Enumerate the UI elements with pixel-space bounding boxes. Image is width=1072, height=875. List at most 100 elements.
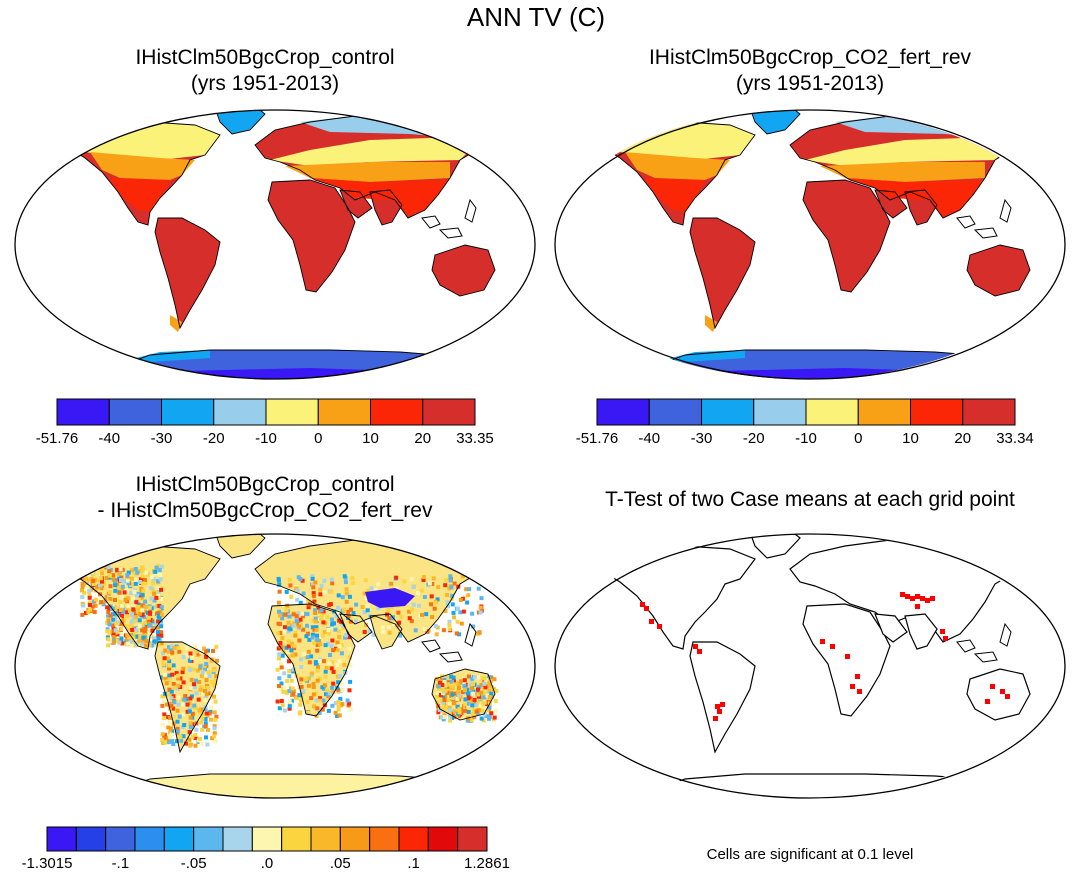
difference-cell bbox=[480, 676, 485, 681]
difference-cell bbox=[107, 639, 112, 644]
difference-cell bbox=[170, 706, 175, 711]
colorbar-swatch bbox=[805, 398, 859, 426]
difference-cell bbox=[140, 612, 145, 617]
difference-cell bbox=[180, 670, 185, 675]
difference-cell bbox=[213, 681, 218, 686]
difference-cell bbox=[348, 679, 353, 684]
colorbar-tick-label: .0 bbox=[260, 855, 274, 872]
difference-cell bbox=[159, 605, 164, 610]
difference-cell bbox=[211, 649, 215, 653]
difference-cell bbox=[372, 614, 377, 619]
difference-cell bbox=[441, 700, 446, 705]
difference-cell bbox=[316, 665, 320, 670]
difference-cell bbox=[175, 739, 179, 744]
difference-cell bbox=[134, 600, 139, 605]
difference-cell bbox=[188, 715, 193, 720]
difference-cell bbox=[287, 706, 292, 711]
map-co2-fert-rev bbox=[550, 109, 1066, 380]
difference-cell bbox=[362, 591, 367, 596]
difference-cell bbox=[437, 707, 442, 712]
difference-cell bbox=[213, 717, 218, 722]
difference-cell bbox=[280, 703, 285, 708]
difference-cell bbox=[443, 688, 448, 693]
difference-cell bbox=[199, 720, 204, 725]
difference-cell bbox=[103, 599, 108, 604]
colorbar-tick-label: -30 bbox=[690, 430, 713, 447]
difference-cell bbox=[307, 660, 312, 665]
land-antarctica bbox=[643, 773, 1018, 798]
difference-cell bbox=[156, 589, 161, 594]
difference-cell bbox=[484, 678, 489, 683]
difference-cell bbox=[460, 690, 465, 695]
difference-cell bbox=[157, 568, 162, 573]
difference-cell bbox=[452, 709, 457, 714]
difference-cell bbox=[347, 635, 352, 640]
difference-cell bbox=[194, 727, 199, 732]
map-ttest bbox=[550, 533, 1066, 799]
difference-cell bbox=[80, 612, 85, 617]
temperature-band bbox=[170, 315, 182, 332]
colorbar-swatch bbox=[339, 826, 371, 852]
difference-cell bbox=[174, 671, 179, 676]
map-difference bbox=[14, 533, 536, 799]
colorbar-tick-label: -51.76 bbox=[35, 430, 79, 447]
difference-cell bbox=[184, 652, 189, 657]
difference-cell bbox=[472, 675, 477, 679]
difference-cell bbox=[347, 594, 352, 599]
panel-title-line2: (yrs 1951-2013) bbox=[190, 72, 340, 95]
colorbar-swatch bbox=[648, 398, 702, 426]
difference-cell bbox=[147, 642, 152, 647]
difference-cell bbox=[80, 595, 85, 599]
difference-cell bbox=[212, 668, 217, 673]
difference-cell bbox=[167, 687, 172, 692]
difference-cell bbox=[313, 660, 318, 665]
difference-cell bbox=[163, 735, 168, 740]
island-outline bbox=[956, 639, 976, 653]
difference-cell bbox=[151, 605, 156, 610]
difference-cell bbox=[436, 710, 441, 715]
difference-cell bbox=[286, 639, 291, 644]
difference-cell bbox=[348, 610, 353, 615]
difference-cell bbox=[119, 614, 124, 619]
significant-cell bbox=[985, 699, 990, 704]
difference-cell bbox=[419, 588, 424, 593]
difference-cell bbox=[466, 696, 471, 701]
difference-cell bbox=[287, 699, 292, 704]
difference-cell bbox=[296, 611, 301, 616]
difference-cell bbox=[212, 694, 216, 699]
difference-cell bbox=[328, 691, 333, 696]
difference-cell bbox=[422, 626, 427, 631]
difference-cell bbox=[153, 569, 158, 574]
difference-cell bbox=[80, 588, 84, 593]
difference-cell bbox=[493, 699, 498, 704]
land-arabia bbox=[875, 190, 907, 218]
difference-cell bbox=[441, 679, 446, 684]
significant-cell bbox=[857, 689, 862, 694]
difference-cell bbox=[454, 631, 459, 636]
difference-cell bbox=[137, 634, 142, 639]
difference-cell bbox=[181, 666, 186, 671]
difference-cell bbox=[134, 628, 139, 633]
difference-cell bbox=[140, 565, 145, 570]
difference-cell bbox=[457, 707, 462, 712]
difference-cell bbox=[315, 678, 320, 683]
difference-cell bbox=[455, 696, 460, 701]
difference-cell bbox=[125, 607, 129, 612]
difference-cell bbox=[182, 723, 187, 727]
difference-cell bbox=[322, 683, 327, 688]
panel-title-line1: IHistClm50BgcCrop_control bbox=[135, 46, 395, 69]
difference-cell bbox=[292, 621, 297, 626]
difference-cell bbox=[140, 574, 145, 579]
difference-cell bbox=[458, 597, 463, 602]
difference-cell bbox=[313, 608, 317, 613]
difference-cell bbox=[291, 667, 296, 672]
colorbar-swatch bbox=[56, 398, 110, 426]
colorbar-swatch bbox=[193, 826, 224, 852]
difference-cell bbox=[119, 578, 123, 582]
panel-title-line1: IHistClm50BgcCrop_control bbox=[135, 473, 395, 496]
difference-cell bbox=[187, 737, 192, 742]
difference-cell bbox=[287, 626, 292, 631]
significant-cell bbox=[910, 596, 915, 601]
difference-cell bbox=[288, 577, 292, 582]
difference-cell bbox=[458, 610, 463, 615]
